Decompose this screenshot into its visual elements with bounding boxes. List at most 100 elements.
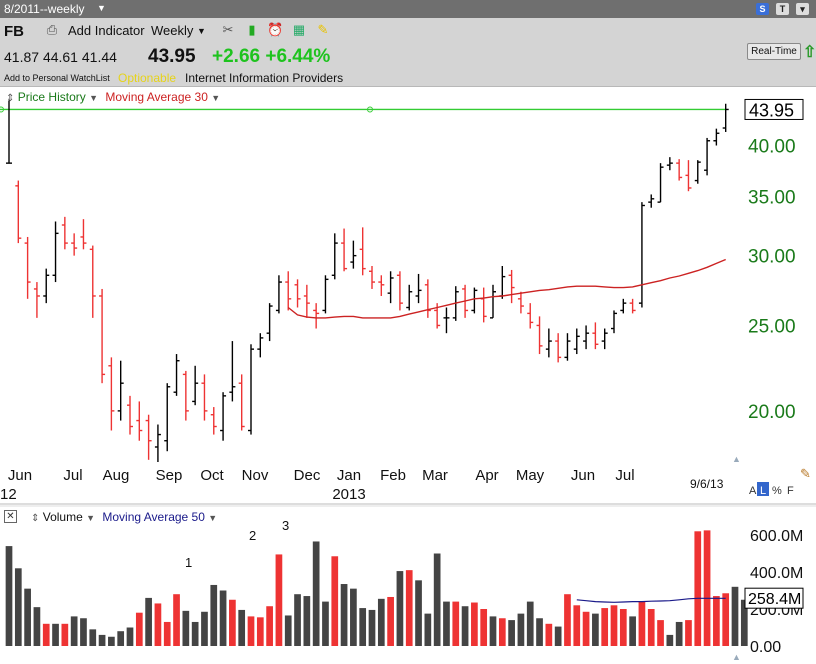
- volume-bar: [42, 623, 50, 646]
- volume-bar: [154, 603, 162, 646]
- tv-icon[interactable]: T: [776, 3, 789, 15]
- chart-type-icon[interactable]: ▮: [248, 22, 256, 37]
- legend-price-history[interactable]: Price History: [17, 90, 86, 104]
- optionable-badge: Optionable: [118, 71, 177, 85]
- volume-bar: [461, 606, 469, 646]
- legend-price-dropdown-icon[interactable]: ▼: [89, 93, 99, 103]
- symbol-search-icon[interactable]: S: [756, 3, 769, 15]
- volume-bar: [275, 554, 283, 646]
- volume-bar: [350, 588, 357, 646]
- volume-tick-label: 400.0M: [750, 565, 803, 582]
- legend-ma30[interactable]: Moving Average 30: [105, 90, 208, 104]
- volume-bar: [592, 613, 599, 646]
- volume-bar: [471, 602, 478, 646]
- volume-bar: [322, 601, 329, 646]
- add-watchlist-link[interactable]: Add to Personal WatchList: [4, 73, 110, 83]
- volume-bar: [33, 607, 41, 646]
- close-volume-icon[interactable]: ✕: [4, 510, 17, 523]
- volume-bar: [359, 608, 367, 646]
- volume-bar: [564, 594, 571, 646]
- volume-bar: [331, 556, 339, 646]
- volume-bar: [238, 609, 246, 646]
- quote-header: FB ⎙ Add Indicator Weekly ▼ ✂ ▮ ⏰ ▦ ✎ 41…: [0, 18, 816, 87]
- volume-bar: [368, 609, 376, 646]
- symbol[interactable]: FB: [4, 23, 24, 40]
- volume-bar: [703, 530, 711, 646]
- scale-letter-0: A: [749, 485, 757, 497]
- volume-bar: [526, 601, 534, 646]
- ma50-line: [576, 597, 726, 603]
- low-value: 41.44: [81, 49, 117, 65]
- change-value: +2.66: [212, 46, 261, 67]
- volume-bar: [52, 623, 59, 646]
- volume-bar: [647, 609, 655, 646]
- scale-letter-1: L: [760, 485, 766, 497]
- volume-tick-label: 0.00: [750, 639, 781, 656]
- volume-bar: [601, 608, 609, 646]
- window-titlebar: 8/2011--weekly ▼ S T ▾: [0, 0, 816, 18]
- x-tick-label: Dec: [294, 467, 321, 484]
- draw-tool-icon: ✎: [800, 466, 811, 481]
- volume-bar: [443, 601, 450, 646]
- price-tick-label: 40.00: [748, 137, 796, 158]
- tools-icon[interactable]: ✂: [222, 22, 234, 37]
- x-tick-label: Jun: [8, 467, 32, 484]
- volume-bar: [498, 618, 506, 646]
- volume-bar: [405, 570, 413, 646]
- volume-bar: [108, 636, 115, 646]
- legend-volume[interactable]: Volume: [42, 510, 83, 524]
- legend-ma50-dropdown-icon[interactable]: ▼: [208, 513, 218, 523]
- price-tick-label: 30.00: [748, 247, 796, 268]
- volume-bar: [135, 612, 143, 646]
- volume-bar: [312, 541, 320, 646]
- volume-bar: [740, 599, 748, 646]
- volume-bar: [294, 594, 301, 646]
- legend-volume-dropdown-icon[interactable]: ▼: [86, 513, 96, 523]
- volume-bar: [201, 611, 208, 646]
- x-tick-label: Sep: [156, 467, 183, 484]
- volume-tick-label: 600.0M: [750, 528, 803, 545]
- period-dropdown-icon[interactable]: ▼: [197, 26, 206, 36]
- volume-bar: [396, 571, 404, 646]
- x-tick-label: Aug: [103, 467, 130, 484]
- last-price-box: [744, 98, 804, 120]
- volume-scroll-up-icon: ▲: [732, 652, 741, 662]
- volume-bar: [694, 531, 702, 646]
- legend-ma30-dropdown-icon[interactable]: ▼: [211, 93, 221, 103]
- scroll-up-icon: ▲: [732, 454, 741, 464]
- scale-letter-2: %: [772, 485, 782, 497]
- volume-bar: [508, 620, 515, 646]
- volume-expand-icon[interactable]: ⇕: [31, 513, 40, 524]
- volume-bar: [70, 616, 78, 646]
- note-icon[interactable]: ✎: [317, 22, 329, 37]
- volume-bar: [638, 601, 646, 646]
- legend-ma50[interactable]: Moving Average 50: [102, 510, 205, 524]
- volume-bar: [610, 605, 618, 646]
- period-select[interactable]: Weekly: [151, 23, 194, 38]
- real-time-button[interactable]: Real-Time: [747, 43, 801, 60]
- price-change: +2.66 +6.44%: [212, 46, 330, 68]
- last-price-line-handle: [0, 106, 4, 113]
- x-tick-label: Nov: [242, 467, 269, 484]
- title-dropdown-icon[interactable]: ▼: [97, 3, 106, 13]
- settings-icon[interactable]: ▾: [796, 3, 809, 15]
- last-price-line-handle: [367, 106, 373, 113]
- x-tick-label: Jun: [571, 467, 595, 484]
- price-tick-label: 35.00: [748, 188, 796, 209]
- volume-bar: [173, 594, 180, 646]
- volume-bar: [685, 620, 692, 646]
- expand-icon[interactable]: ⇕: [6, 93, 15, 104]
- volume-last-box: [744, 587, 804, 609]
- x-tick-label: Mar: [422, 467, 448, 484]
- alarm-clock-icon[interactable]: ⏰: [267, 22, 284, 37]
- scale-letter-3: F: [787, 485, 794, 497]
- x-tick-label: Jul: [63, 467, 82, 484]
- add-indicator-button[interactable]: Add Indicator: [68, 23, 145, 38]
- ohl-values: 41.87 44.61 41.44: [4, 49, 117, 65]
- ma30-line: [287, 258, 726, 319]
- calendar-icon[interactable]: ▦: [292, 22, 306, 37]
- volume-bar: [14, 568, 22, 646]
- printer-icon[interactable]: ⎙: [46, 22, 58, 37]
- volume-bar: [433, 553, 441, 646]
